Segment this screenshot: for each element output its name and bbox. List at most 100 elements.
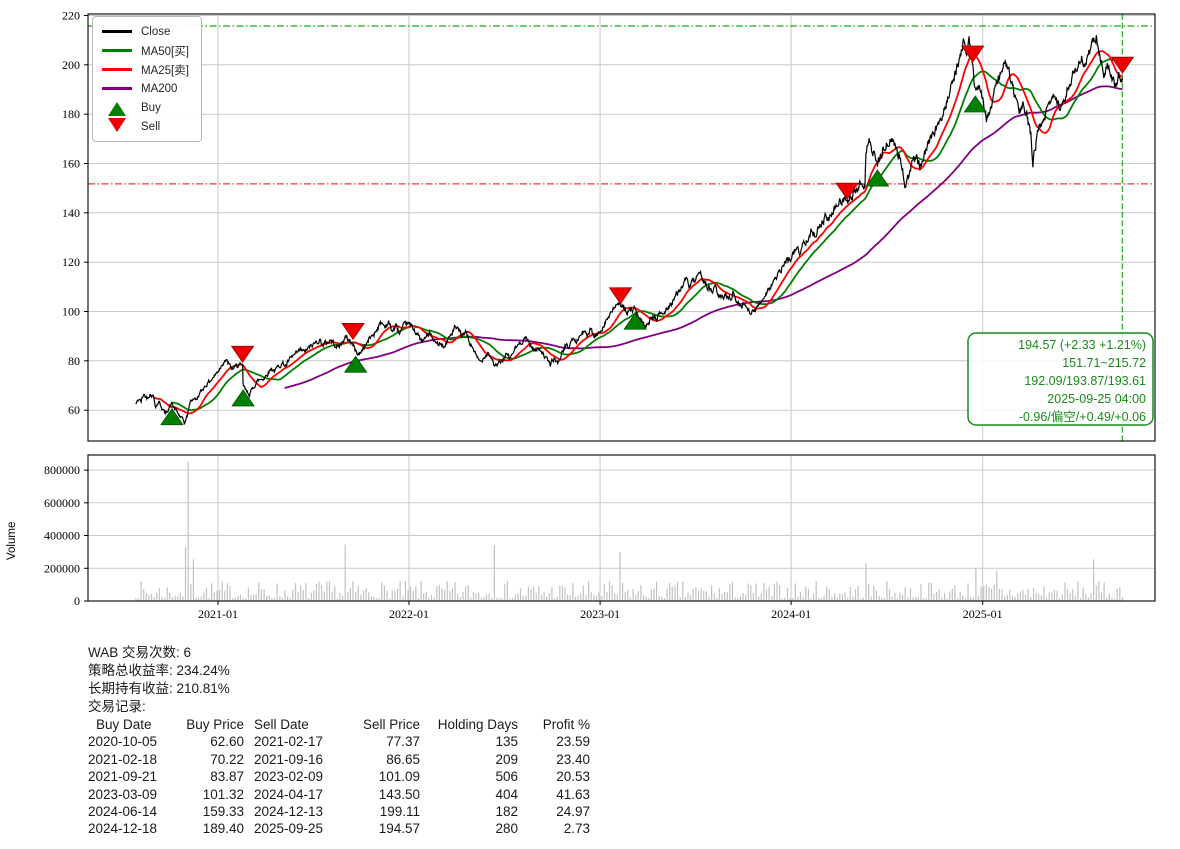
tick-marks: [84, 15, 984, 605]
ma50-line: [171, 58, 1123, 412]
legend-item-6: Sell: [102, 117, 189, 136]
date-tick-label: 2025-01: [963, 607, 1003, 621]
legend-label: MA50[买]: [141, 45, 189, 58]
stat-line-3: 长期持有收益: 210.81%: [88, 681, 230, 696]
trade-cell: 83.87: [210, 769, 244, 785]
sell-marker: [230, 345, 255, 364]
legend-item-1: Close: [102, 22, 189, 41]
ma25-line: [153, 50, 1123, 415]
trade-cell: 182: [495, 804, 518, 820]
legend-item-4: MA200: [102, 79, 189, 98]
annotation-line: -0.96/偏空/+0.49/+0.06: [1019, 409, 1146, 424]
axes-spine: [87, 13, 1156, 442]
sell-marker: [960, 45, 985, 63]
trade-cell: 199.11: [379, 804, 420, 820]
price-tick-label: 200: [62, 58, 80, 72]
date-tick-label: 2021-01: [198, 607, 238, 621]
trade-cell: 77.37: [386, 734, 420, 750]
trade-cell: 2021-09-16: [254, 751, 324, 767]
trade-cell: 280: [495, 821, 518, 837]
buy-marker: [623, 312, 647, 330]
trade-col-header: Sell Price: [362, 717, 420, 732]
price-tick-label: 160: [62, 156, 80, 170]
buy-marker: [160, 408, 184, 426]
price-tick-label: 140: [62, 206, 80, 220]
trade-cell: 135: [495, 734, 518, 750]
annotation-line: 192.09/193.87/193.61: [1024, 374, 1146, 388]
date-tick-label: 2022-01: [389, 607, 429, 621]
price-tick-label: 100: [62, 304, 80, 318]
legend-line-swatch: [102, 49, 132, 52]
sell-marker: [608, 287, 633, 305]
trade-cell: 2021-02-17: [254, 734, 324, 750]
trade-cell: 20.53: [556, 769, 590, 785]
legend-line-swatch: [102, 30, 132, 33]
buy-marker: [231, 389, 255, 407]
trade-cell: 41.63: [556, 786, 590, 802]
trade-cell: 70.22: [210, 751, 244, 767]
legend-label: Buy: [141, 101, 161, 114]
legend-label: Sell: [141, 120, 161, 133]
trade-cell: 101.32: [202, 786, 244, 802]
legend-item-2: MA50[买]: [102, 41, 189, 60]
trade-col-header: Holding Days: [437, 717, 518, 732]
axes-spine: [87, 454, 1156, 602]
gridlines: [88, 14, 1155, 602]
volume-tick-label: 200000: [44, 561, 80, 575]
sell-marker: [835, 182, 859, 200]
trade-cell: 2023-03-09: [88, 786, 158, 802]
legend-label: Close: [141, 25, 171, 38]
legend-label: MA200: [141, 82, 178, 95]
price-tick-label: 60: [68, 403, 80, 417]
legend-label: MA25[卖]: [141, 64, 189, 77]
trade-cell: 2023-02-09: [254, 769, 324, 785]
trade-cell: 194.57: [378, 821, 420, 837]
legend-line-swatch: [102, 68, 132, 71]
volume-axis-label: Volume: [6, 521, 18, 560]
sell-marker: [341, 323, 365, 341]
buy-triangle-icon: [102, 102, 132, 116]
trade-cell: 62.60: [210, 734, 244, 750]
trade-cell: 2021-02-18: [88, 751, 158, 767]
trade-col-header: Buy Date: [96, 717, 152, 732]
trade-col-header: Profit %: [542, 717, 590, 732]
price-tick-label: 220: [62, 8, 80, 22]
price-tick-label: 120: [62, 255, 80, 269]
close-line: [135, 35, 1123, 425]
sell-triangle-icon: [102, 118, 132, 132]
trade-cell: 2020-10-05: [88, 734, 158, 750]
stat-line-2: 策略总收益率: 234.24%: [88, 663, 230, 678]
trade-cell: 2024-06-14: [88, 804, 158, 820]
trade-cell: 2021-09-21: [88, 769, 158, 785]
trade-cell: 404: [495, 786, 518, 802]
stat-line-1: WAB 交易次数: 6: [88, 645, 192, 660]
trade-cell: 101.09: [378, 769, 420, 785]
legend-line-swatch: [102, 87, 132, 90]
annotation-line: 151.71~215.72: [1062, 356, 1146, 370]
trade-col-header: Sell Date: [254, 717, 309, 732]
legend-item-5: Buy: [102, 98, 189, 117]
trade-cell: 2024-12-18: [88, 821, 158, 837]
trade-cell: 2024-04-17: [254, 786, 324, 802]
volume-tick-label: 600000: [44, 496, 80, 510]
volume-bars: [135, 461, 1123, 601]
volume-tick-label: 800000: [44, 463, 80, 477]
trade-cell: 24.97: [556, 804, 590, 820]
buy-marker: [865, 169, 890, 187]
annotation-line: 2025-09-25 04:00: [1047, 392, 1146, 406]
trade-cell: 506: [495, 769, 518, 785]
trade-cell: 159.33: [202, 804, 244, 820]
quote-annotation: 194.57 (+2.33 +1.21%) 151.71~215.72 192.09…: [967, 332, 1154, 426]
trade-record-table: Buy Date Buy Price Sell Date Sell Price Hold…: [88, 716, 590, 838]
ma200-line: [284, 85, 1123, 389]
stat-line-4: 交易记录:: [88, 699, 146, 714]
volume-tick-label: 400000: [44, 529, 80, 543]
legend-item-3: MA25[卖]: [102, 60, 189, 79]
trade-cell: 2025-09-25: [254, 821, 324, 837]
trade-cell: 189.40: [202, 821, 244, 837]
date-tick-label: 2024-01: [771, 607, 811, 621]
stats-and-trades-block: WAB 交易次数: 6 策略总收益率: 234.24% 长期持有收益: 210.81…: [88, 644, 590, 838]
trade-cell: 2024-12-13: [254, 804, 324, 820]
trade-cell: 209: [495, 751, 518, 767]
